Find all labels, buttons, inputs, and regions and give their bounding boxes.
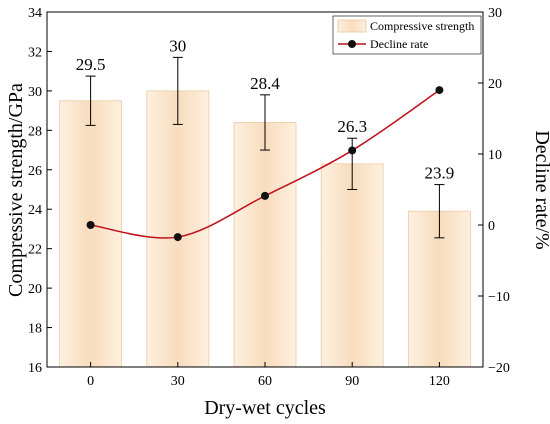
bar-30	[146, 90, 210, 368]
y-tick-label: 24	[28, 203, 42, 218]
error-bar-0	[85, 75, 96, 126]
bar-90	[320, 163, 384, 368]
decline-rate-point-60	[261, 191, 269, 200]
y-tick-label: 16	[28, 361, 42, 376]
legend-line-marker	[348, 40, 356, 48]
y-tick-label: 26	[28, 164, 42, 179]
bar-0	[59, 100, 122, 368]
y2-tick-label: 20	[488, 77, 502, 92]
x-axis-title: Dry-wet cycles	[204, 397, 326, 419]
bar-value-label: 30	[169, 36, 186, 55]
bar-value-label: 23.9	[425, 164, 455, 183]
bar-60	[233, 122, 297, 368]
bar-value-label: 26.3	[337, 117, 367, 136]
decline-rate-point-0	[86, 221, 95, 229]
y2-tick-label: −20	[488, 361, 510, 376]
decline-rate-point-120	[435, 86, 444, 95]
y-tick-label: 32	[28, 45, 42, 60]
x-tick-label: 0	[87, 374, 94, 389]
error-bar-60	[260, 94, 270, 151]
legend-bar-swatch	[337, 19, 367, 33]
y2-tick-label: 0	[488, 219, 495, 234]
y2-tick-label: −10	[488, 290, 510, 305]
y-tick-label: 34	[28, 6, 42, 21]
x-tick-label: 30	[171, 374, 185, 389]
legend-label-compressive-strength: Compressive strength	[370, 19, 474, 33]
y-tick-label: 22	[28, 243, 42, 258]
legend-label-decline-rate: Decline rate	[370, 37, 428, 51]
decline-rate-point-90	[348, 146, 357, 155]
y-tick-label: 28	[28, 124, 42, 139]
bar-value-label: 29.5	[76, 55, 106, 74]
x-tick-label: 90	[345, 374, 359, 389]
legend: Compressive strength Decline rate	[332, 15, 482, 55]
decline-rate-point-30	[173, 233, 182, 242]
error-bar-120	[434, 184, 445, 239]
y-tick-label: 20	[28, 282, 42, 297]
y-tick-label: 18	[28, 322, 42, 337]
y2-tick-label: 10	[488, 148, 502, 163]
y-tick-label: 30	[28, 85, 42, 100]
x-tick-label: 120	[429, 374, 450, 389]
bar-value-label: 28.4	[250, 74, 280, 93]
y-axis-title: Compressive strength/GPa	[5, 83, 27, 297]
y2-tick-label: 30	[488, 6, 502, 21]
error-bar-30	[172, 56, 183, 125]
x-tick-label: 60	[258, 374, 272, 389]
y2-axis-title: Decline rate/%	[531, 130, 550, 249]
